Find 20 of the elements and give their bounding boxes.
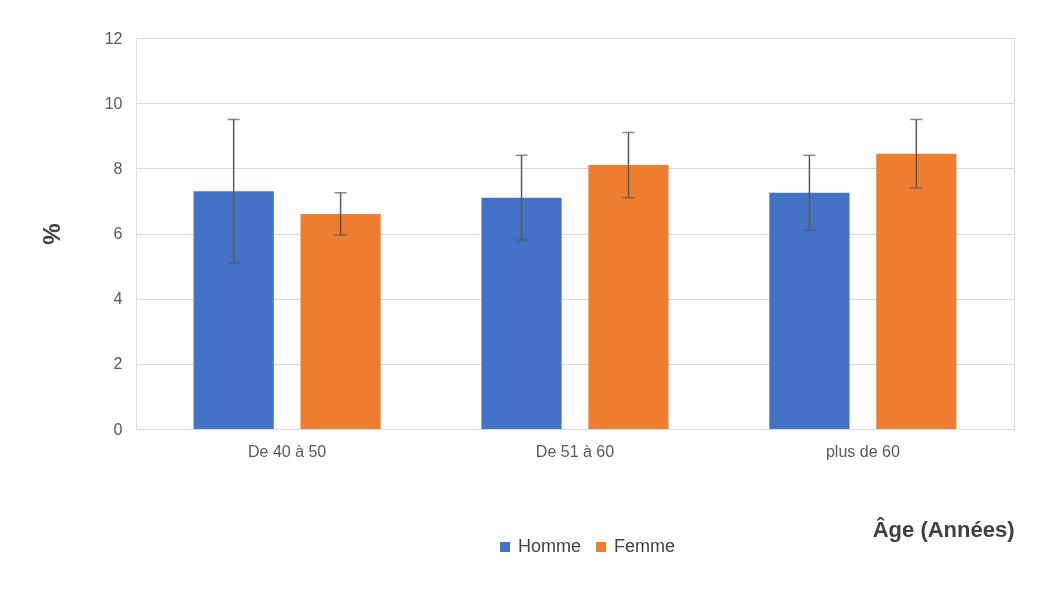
x-tick-label: De 40 à 50	[247, 442, 327, 460]
y-tick-label: 0	[113, 420, 123, 438]
legend-label: Homme	[518, 536, 582, 556]
y-tick-label: 8	[113, 159, 123, 177]
y-tick-label: 12	[104, 29, 123, 47]
bar	[300, 213, 381, 429]
x-tick-label: plus de 60	[825, 442, 900, 460]
x-axis-title: Âge (Années)	[872, 516, 1015, 542]
bar	[481, 197, 562, 429]
bar	[193, 191, 274, 429]
y-tick-label: 4	[113, 290, 123, 308]
y-tick-label: 10	[104, 94, 123, 112]
legend-label: Femme	[614, 536, 676, 556]
x-tick-label: De 51 à 60	[535, 442, 615, 460]
bar	[876, 153, 957, 429]
bar	[769, 192, 850, 429]
y-tick-label: 2	[113, 355, 123, 373]
y-axis-title: %	[37, 223, 65, 245]
bar	[588, 165, 669, 429]
y-tick-label: 6	[113, 225, 123, 242]
